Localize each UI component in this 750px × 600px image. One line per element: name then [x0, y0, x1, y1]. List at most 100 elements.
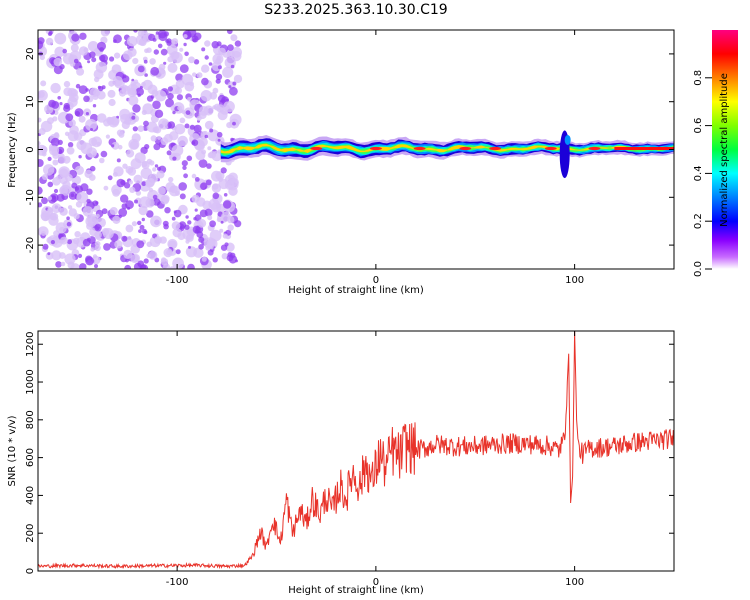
noise-speckle: [132, 104, 141, 113]
noise-speckle: [188, 56, 195, 64]
noise-speckle: [62, 48, 67, 54]
noise-speckle: [50, 82, 61, 94]
noise-speckle: [191, 173, 197, 179]
noise-speckle: [162, 220, 169, 227]
noise-speckle: [212, 257, 218, 263]
noise-speckle: [192, 38, 197, 43]
noise-speckle: [47, 252, 51, 256]
noise-speckle: [43, 164, 55, 176]
noise-speckle: [55, 222, 67, 234]
noise-speckle: [87, 60, 91, 64]
noise-speckle: [154, 164, 159, 168]
noise-speckle: [60, 261, 66, 267]
noise-speckle: [172, 110, 176, 115]
noise-speckle: [223, 200, 232, 209]
noise-speckle: [193, 247, 204, 258]
noise-speckle: [141, 217, 145, 222]
noise-speckle: [78, 155, 82, 159]
signal-peak: [413, 146, 426, 151]
noise-speckle: [59, 175, 68, 185]
noise-speckle: [155, 31, 160, 35]
noise-speckle: [53, 57, 63, 67]
noise-speckle: [133, 30, 138, 33]
noise-speckle: [165, 182, 176, 192]
noise-speckle: [54, 46, 65, 58]
noise-speckle: [41, 197, 48, 205]
noise-speckle: [54, 32, 67, 45]
noise-speckle: [130, 254, 139, 263]
noise-speckle: [200, 182, 208, 190]
noise-speckle: [51, 203, 62, 214]
noise-speckle: [179, 117, 186, 124]
noise-speckle: [193, 124, 202, 133]
noise-speckle: [90, 128, 93, 131]
noise-speckle: [144, 73, 148, 77]
noise-speckle: [204, 55, 209, 60]
noise-speckle: [157, 135, 162, 140]
noise-speckle: [152, 194, 158, 200]
noise-speckle: [204, 237, 216, 249]
noise-speckle: [55, 261, 62, 268]
noise-speckle: [139, 264, 149, 269]
noise-speckle: [160, 48, 168, 56]
noise-speckle: [57, 96, 61, 100]
noise-speckle: [102, 228, 114, 239]
noise-speckle: [161, 257, 167, 263]
noise-speckle: [223, 100, 235, 113]
noise-speckle: [196, 115, 202, 121]
noise-speckle: [176, 94, 183, 101]
y-tick-label: 10: [25, 95, 36, 108]
noise-speckle: [154, 109, 164, 119]
noise-speckle: [162, 263, 170, 269]
noise-speckle: [164, 133, 173, 143]
noise-speckle: [71, 33, 80, 42]
noise-speckle: [230, 64, 235, 69]
noise-speckle: [109, 56, 115, 62]
noise-speckle: [38, 128, 46, 135]
noise-speckle: [207, 215, 213, 221]
noise-speckle: [216, 131, 223, 138]
noise-speckle: [204, 134, 209, 139]
noise-speckle: [65, 113, 74, 122]
noise-speckle: [83, 95, 90, 103]
noise-speckle: [182, 165, 187, 170]
noise-speckle: [229, 86, 238, 96]
signal-peak: [489, 146, 502, 151]
noise-speckle: [91, 255, 101, 265]
colorbar-tick-label: 0.0: [693, 261, 704, 277]
noise-speckle: [107, 89, 116, 98]
noise-speckle: [227, 252, 233, 258]
noise-speckle: [48, 32, 52, 36]
noise-speckle: [109, 207, 118, 215]
noise-speckle: [149, 160, 155, 166]
noise-speckle: [108, 98, 116, 107]
noise-speckle: [59, 102, 63, 106]
y-tick-label: -10: [25, 189, 36, 205]
noise-speckle: [227, 30, 233, 35]
noise-speckle: [158, 32, 168, 42]
noise-speckle: [191, 141, 196, 145]
noise-speckle: [79, 263, 87, 269]
noise-speckle: [156, 170, 165, 179]
noise-speckle: [126, 149, 135, 158]
noise-speckle: [148, 33, 156, 42]
colorbar-label: Normalized spectral amplitude: [719, 73, 730, 227]
noise-speckle: [233, 74, 243, 84]
noise-speckle: [125, 200, 134, 210]
y-tick-label: -20: [25, 237, 36, 253]
noise-speckle: [141, 181, 147, 187]
noise-speckle: [201, 47, 206, 52]
noise-speckle: [85, 88, 89, 92]
noise-speckle: [163, 61, 167, 65]
noise-speckle: [167, 121, 176, 129]
noise-speckle: [194, 208, 198, 212]
colorbar-tick-label: 0.6: [693, 118, 704, 134]
noise-speckle: [211, 183, 222, 193]
noise-speckle: [168, 176, 174, 183]
noise-speckle: [48, 99, 56, 108]
noise-speckle: [47, 117, 54, 125]
